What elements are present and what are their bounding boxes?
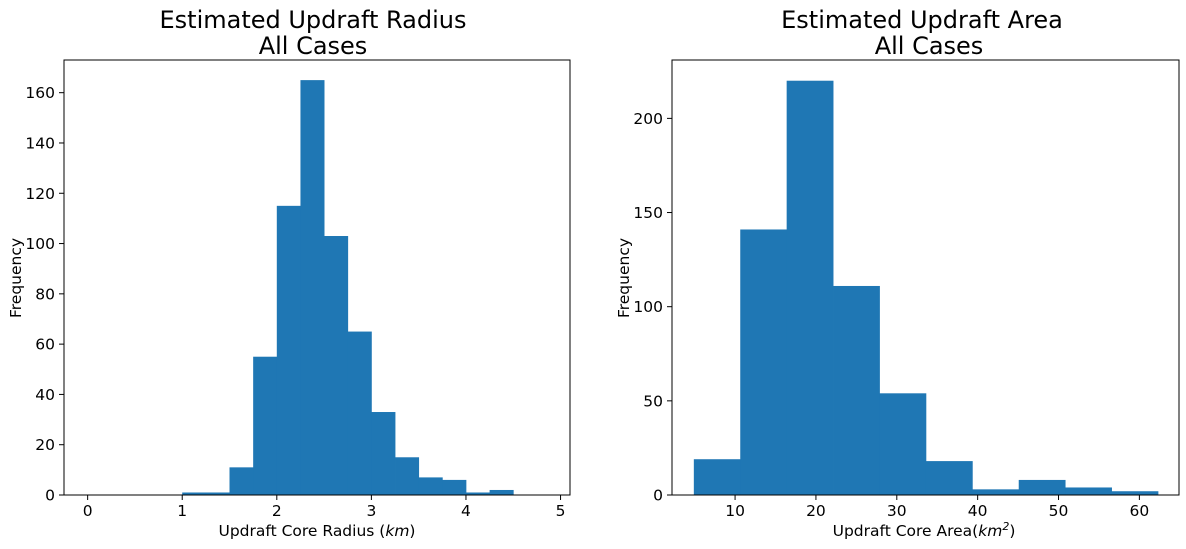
chart-area-x-tick-label: 20 <box>806 502 826 520</box>
chart-area-x-tick-label: 30 <box>887 502 907 520</box>
chart-radius-bar <box>182 492 207 495</box>
chart-radius-x-tick-label: 4 <box>461 502 471 520</box>
chart-radius-y-tick-label: 80 <box>35 285 55 303</box>
chart-radius-bar <box>489 489 514 495</box>
chart-area-y-tick-label: 150 <box>633 204 663 222</box>
chart-area-bar <box>1111 491 1159 495</box>
chart-radius-bar <box>229 467 254 495</box>
chart-area-frame <box>671 59 1180 496</box>
chart-area-x-tick-label: 60 <box>1130 502 1150 520</box>
chart-radius-y-tick-label: 20 <box>35 436 55 454</box>
chart-radius-bar <box>371 412 396 495</box>
chart-area-bar <box>879 393 927 495</box>
chart-area-x-tick-label: 50 <box>1049 502 1069 520</box>
chart-radius-bar <box>442 479 467 495</box>
chart-radius-frame <box>63 59 571 496</box>
chart-area-bars <box>693 80 1159 496</box>
chart-area-y-label: Frequency <box>615 238 633 318</box>
chart-area-y-ticks: 0 50 100 150 200 <box>633 110 672 505</box>
chart-radius-y-tick-label: 40 <box>35 386 55 404</box>
chart-radius-bar <box>347 331 372 495</box>
chart-radius-bar <box>324 236 349 495</box>
chart-area-y-tick-label: 200 <box>633 110 663 128</box>
chart-area-bar <box>972 489 1020 495</box>
chart-area-y-tick-label: 100 <box>633 298 663 316</box>
chart-radius-bar <box>465 492 490 495</box>
chart-area-bar <box>693 459 741 495</box>
chart-radius-x-tick-label: 1 <box>177 502 187 520</box>
chart-area-bar <box>1065 487 1112 495</box>
chart-area-bar <box>925 461 973 495</box>
chart-radius-bar <box>418 477 443 495</box>
chart-area-x-label: Updraft Core Area(km2) <box>833 520 1016 540</box>
chart-radius-x-label: Updraft Core Radius (km) <box>219 522 416 540</box>
chart-radius-y-tick-label: 120 <box>25 185 55 203</box>
chart-radius-y-ticks: 0 20 40 60 80 100 120 140 160 <box>25 84 64 505</box>
chart-radius-x-ticks: 0 1 2 3 4 5 <box>83 495 566 520</box>
chart-radius-y-tick-label: 60 <box>35 336 55 354</box>
chart-radius-y-tick-label: 0 <box>45 487 55 505</box>
chart-area-bar <box>740 229 788 496</box>
chart-radius-x-tick-label: 0 <box>83 502 93 520</box>
chart-radius-x-tick-label: 5 <box>556 502 566 520</box>
chart-radius-bar <box>395 457 420 495</box>
chart-radius-bar <box>205 492 230 495</box>
chart-radius: Estimated Updraft Radius All Cases 0 1 2 3 4… <box>7 6 571 540</box>
chart-radius-bar <box>253 356 278 495</box>
chart-area-bar <box>786 80 834 496</box>
chart-area-title-line1: Estimated Updraft Area <box>781 6 1063 34</box>
chart-area-bar <box>833 285 880 495</box>
chart-area-y-tick-label: 0 <box>653 487 663 505</box>
chart-radius-y-tick-label: 140 <box>25 134 55 152</box>
chart-radius-bars <box>182 80 514 496</box>
chart-radius-bar <box>276 205 301 495</box>
chart-radius-title-line1: Estimated Updraft Radius <box>159 6 466 34</box>
chart-radius-title-line2: All Cases <box>259 32 368 60</box>
chart-radius-bar <box>300 80 325 496</box>
chart-area-title-line2: All Cases <box>875 32 984 60</box>
chart-radius-y-tick-label: 100 <box>25 235 55 253</box>
chart-area-x-ticks: 10 20 30 40 50 60 <box>725 495 1149 520</box>
chart-area-bar <box>1018 479 1066 495</box>
chart-radius-x-tick-label: 2 <box>272 502 282 520</box>
chart-area-x-tick-label: 40 <box>968 502 988 520</box>
chart-radius-y-label: Frequency <box>7 238 25 318</box>
chart-area: Estimated Updraft Area All Cases 10 20 30 4… <box>615 6 1180 540</box>
chart-radius-y-tick-label: 160 <box>25 84 55 102</box>
chart-radius-x-tick-label: 3 <box>366 502 376 520</box>
chart-area-x-tick-label: 10 <box>725 502 745 520</box>
chart-area-y-tick-label: 50 <box>643 392 663 410</box>
